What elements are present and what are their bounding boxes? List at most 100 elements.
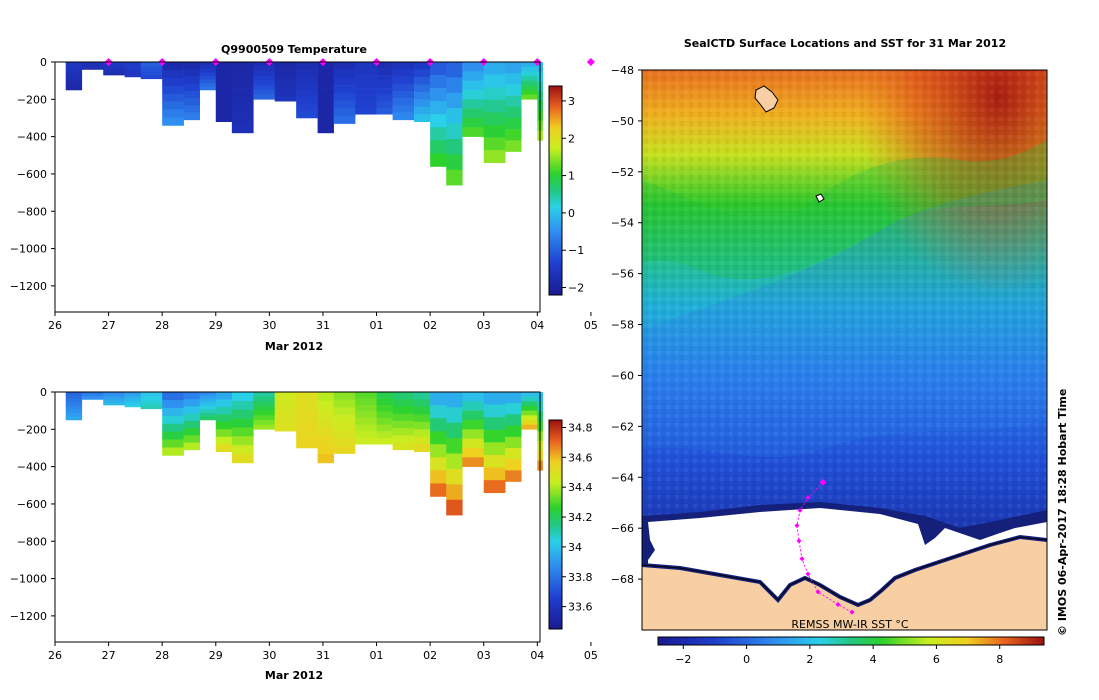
profile-cell	[355, 411, 377, 419]
profile-cell	[317, 124, 334, 134]
profile-cell	[392, 399, 415, 407]
coastline-outline	[642, 536, 1047, 606]
profile-cell	[317, 392, 334, 402]
profile-cell	[317, 70, 334, 81]
profile-cell	[199, 72, 217, 77]
lat-tick-label: −66	[611, 522, 634, 535]
profile-cell	[430, 457, 447, 471]
profile-cell	[505, 140, 522, 152]
profile-cell	[124, 392, 142, 395]
profile-cell	[199, 412, 217, 417]
profile-cell	[215, 406, 233, 415]
profile-cell	[355, 81, 377, 89]
profile-cell	[376, 68, 393, 76]
profile-cell	[124, 75, 142, 78]
profile-cell	[183, 90, 200, 99]
profile-cell	[274, 411, 297, 417]
profile-cell	[430, 140, 447, 154]
profile-cell	[124, 405, 142, 408]
profile-cell	[376, 75, 393, 82]
profile-cell	[199, 409, 217, 414]
x-tick-label: 26	[48, 649, 62, 662]
x-tick-label: 30	[262, 319, 276, 332]
profile-cell	[296, 405, 318, 414]
profile-cell	[183, 62, 200, 70]
colorbar-tick-label: 33.6	[568, 601, 593, 614]
profile-cell	[65, 79, 83, 84]
x-tick-label: 05	[584, 649, 598, 662]
profile-cell	[483, 429, 506, 443]
profile-cell	[231, 400, 254, 411]
colorbar-tick-label: 34.4	[568, 481, 593, 494]
lat-tick-label: −62	[611, 420, 634, 433]
profile-cell	[65, 416, 83, 421]
profile-cell	[215, 106, 233, 115]
profile-cell	[81, 398, 104, 400]
profile-cell	[333, 399, 356, 408]
profile-cell	[81, 394, 104, 397]
profile-cell	[162, 399, 184, 409]
seal-track-point	[805, 495, 811, 501]
profile-cell	[65, 86, 83, 91]
profile-cell	[162, 69, 184, 79]
profile-cell	[274, 71, 297, 77]
profile-cell	[183, 76, 200, 84]
profile-cell	[505, 414, 522, 426]
profile-cell	[414, 62, 431, 70]
profile-cell	[65, 395, 83, 400]
profile-cell	[140, 70, 163, 73]
profile-cell	[253, 71, 276, 77]
profile-cell	[103, 396, 125, 399]
profile-cell	[521, 424, 538, 430]
profile-cell	[274, 86, 297, 92]
profile-cell	[355, 437, 377, 445]
profile-cell	[521, 401, 538, 407]
profile-cell	[124, 397, 142, 400]
profile-cell	[296, 96, 318, 105]
profile-cell	[414, 421, 431, 430]
profile-cell	[274, 401, 297, 407]
y-tick-label: 0	[40, 56, 47, 69]
profile-cell	[317, 400, 334, 411]
colorbar-tick-label: −1	[568, 244, 584, 257]
profile-cell	[333, 430, 356, 439]
sst-celsius-tick-label: −2	[675, 653, 691, 666]
profile-cell	[81, 396, 104, 398]
profile-cell	[183, 406, 200, 414]
profile-cell	[355, 101, 377, 109]
profile-cell	[274, 81, 297, 87]
profile-cell	[333, 415, 356, 424]
profile-cell	[103, 66, 125, 69]
kerguelen-island	[754, 85, 779, 113]
profile-cell	[81, 62, 104, 65]
profile-cell	[505, 95, 522, 108]
profile-cell	[355, 392, 377, 399]
profile-cell	[81, 68, 104, 70]
profile-cell	[124, 71, 142, 74]
temperature-y-axis: 0 −200 −400 −600 −800 −1000 −1200	[10, 56, 55, 293]
x-tick-label: 27	[102, 319, 116, 332]
profile-cell	[317, 79, 334, 89]
map-title: SealCTD Surface Locations and SST for 31…	[684, 37, 1006, 50]
profile-cell	[376, 107, 393, 115]
temperature-colorbar	[548, 85, 563, 296]
profile-cell	[376, 392, 393, 399]
salinity-plot-frame	[54, 391, 541, 643]
profile-cell	[140, 396, 163, 399]
profile-cell	[140, 68, 163, 71]
profile-cell	[446, 438, 463, 454]
profile-cell	[355, 94, 377, 102]
profile-cell	[333, 438, 356, 447]
profile-cell	[376, 437, 393, 445]
profile-cell	[199, 405, 217, 410]
profile-cell	[430, 470, 447, 484]
profile-cell	[103, 73, 125, 76]
seal-track-point	[805, 571, 811, 577]
profile-cell	[253, 80, 276, 86]
profile-cell	[446, 407, 463, 424]
profile-cell	[462, 99, 485, 109]
profile-cell	[199, 392, 217, 396]
profile-cell	[317, 427, 334, 437]
profile-cell	[231, 88, 254, 98]
profile-cell	[462, 447, 485, 458]
